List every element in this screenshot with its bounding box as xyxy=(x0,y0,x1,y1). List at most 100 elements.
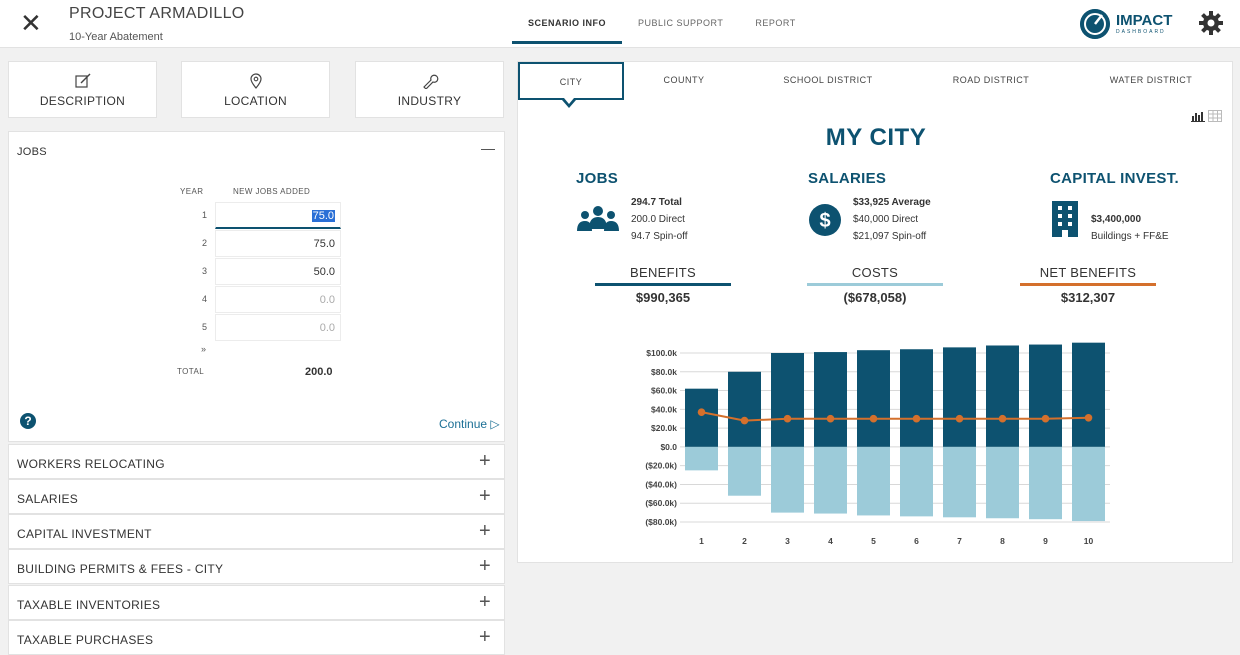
year-label: 1 xyxy=(201,210,207,220)
expand-plus-icon[interactable]: + xyxy=(479,485,491,507)
cost-bar xyxy=(900,446,933,517)
salary-average: $33,925 Average xyxy=(853,197,931,208)
benefit-bar xyxy=(1029,344,1062,447)
section-salaries[interactable]: SALARIES + xyxy=(8,479,505,514)
net-benefits-value: $312,307 xyxy=(1060,290,1116,305)
net-benefit-line xyxy=(701,411,1089,422)
impact-dashboard-logo: IMPACT DASHBOARD xyxy=(1080,8,1172,40)
y-tick-label: $80.0k xyxy=(651,367,677,377)
district-tab-county[interactable]: COUNTY xyxy=(663,75,705,85)
expand-plus-icon[interactable]: + xyxy=(479,520,491,542)
industry-button[interactable]: INDUSTRY xyxy=(355,61,504,118)
section-capital-investment[interactable]: CAPITAL INVESTMENT + xyxy=(8,514,505,549)
benefits-value: $990,365 xyxy=(635,290,691,305)
top-tabs: SCENARIO INFO PUBLIC SUPPORT REPORT xyxy=(512,0,812,44)
table-view-icon[interactable] xyxy=(1208,110,1222,122)
expand-plus-icon[interactable]: + xyxy=(479,626,491,648)
jobs-panel: JOBS YEAR NEW JOBS ADDED 1 75.0 2 75.0 3… xyxy=(8,131,505,442)
salary-direct: $40,000 Direct xyxy=(853,214,919,225)
description-button[interactable]: DESCRIPTION xyxy=(8,61,157,118)
total-label: TOTAL xyxy=(177,367,205,376)
section-workers-relocating[interactable]: WORKERS RELOCATING + xyxy=(8,444,505,479)
net-benefit-point xyxy=(740,416,749,425)
y-tick-label: ($80.0k) xyxy=(645,517,677,527)
tab-public-support[interactable]: PUBLIC SUPPORT xyxy=(638,18,724,28)
benefit-bar xyxy=(685,388,718,447)
cost-bar xyxy=(728,446,761,496)
cost-bar xyxy=(1029,446,1062,520)
capital-amount: $3,400,000 xyxy=(1091,214,1142,225)
section-taxable-inventories[interactable]: TAXABLE INVENTORIES + xyxy=(8,585,505,620)
logo-text-dashboard: DASHBOARD xyxy=(1116,29,1166,35)
costs-underline xyxy=(807,283,943,286)
active-tab-pointer xyxy=(562,100,576,108)
district-tab-road[interactable]: ROAD DISTRICT xyxy=(952,75,1030,85)
benefit-bar xyxy=(986,345,1019,447)
x-tick-label: 10 xyxy=(1084,536,1094,546)
section-taxable-purchases[interactable]: TAXABLE PURCHASES + xyxy=(8,620,505,655)
industry-label: INDUSTRY xyxy=(397,94,462,108)
gear-icon[interactable] xyxy=(1198,10,1224,36)
location-button[interactable]: LOCATION xyxy=(181,61,330,118)
district-tab-water[interactable]: WATER DISTRICT xyxy=(1109,75,1193,85)
y-tick-label: $20.0k xyxy=(651,423,677,433)
benefit-bar xyxy=(1072,342,1105,447)
jobs-input-year-5[interactable]: 0.0 xyxy=(215,314,341,341)
section-title: TAXABLE INVENTORIES xyxy=(17,598,161,612)
benefits-costs-chart: $100.0k $80.0k $60.0k $40.0k $20.0k $0.0 ($20.… xyxy=(645,342,1110,546)
jobs-metric-title: JOBS xyxy=(576,170,619,187)
net-benefit-point xyxy=(869,414,878,423)
cost-bar xyxy=(771,446,804,513)
benefit-bar xyxy=(900,349,933,447)
district-tab-school[interactable]: SCHOOL DISTRICT xyxy=(783,75,873,85)
benefit-bar xyxy=(814,352,847,447)
capital-metric-title: CAPITAL INVEST. xyxy=(1050,170,1179,187)
year-column-header: YEAR xyxy=(180,187,204,196)
year-label: 4 xyxy=(201,294,207,304)
people-icon xyxy=(577,206,619,231)
district-tab-city[interactable]: CITY xyxy=(518,62,624,100)
jobs-input-year-3[interactable]: 50.0 xyxy=(215,258,341,285)
y-tick-label: $40.0k xyxy=(651,404,677,414)
cost-bar xyxy=(857,446,890,516)
jobs-input-year-1[interactable]: 75.0 xyxy=(215,202,341,229)
help-icon[interactable]: ? xyxy=(20,413,36,429)
capital-description: Buildings + FF&E xyxy=(1091,231,1169,242)
tab-scenario-info[interactable]: SCENARIO INFO xyxy=(512,0,623,44)
section-title: WORKERS RELOCATING xyxy=(17,457,165,471)
continue-link[interactable]: Continue ▷ xyxy=(439,417,500,431)
y-tick-label: ($40.0k) xyxy=(645,479,677,489)
bar-chart-view-icon[interactable] xyxy=(1191,110,1205,122)
description-label: DESCRIPTION xyxy=(39,94,126,108)
y-tick-label: $100.0k xyxy=(646,348,677,358)
cost-bar xyxy=(685,446,718,471)
top-bar: ✕ PROJECT ARMADILLO 10-Year Abatement SC… xyxy=(0,0,1240,48)
costs-label: COSTS xyxy=(851,265,899,280)
expand-plus-icon[interactable]: + xyxy=(479,450,491,472)
total-value: 200.0 xyxy=(305,366,333,378)
net-benefits-underline xyxy=(1020,283,1156,286)
net-benefit-point xyxy=(1041,414,1050,423)
jobs-total: 294.7 Total xyxy=(631,197,682,208)
tab-report[interactable]: REPORT xyxy=(755,18,796,28)
salaries-metric-title: SALARIES xyxy=(808,170,887,187)
section-building-permits[interactable]: BUILDING PERMITS & FEES - CITY + xyxy=(8,549,505,584)
expand-plus-icon[interactable]: + xyxy=(479,555,491,577)
collapse-icon[interactable] xyxy=(481,149,495,150)
benefits-label: BENEFITS xyxy=(630,265,696,280)
jobs-section-title: JOBS xyxy=(17,146,47,158)
year-label: 2 xyxy=(201,238,207,248)
jobs-input-year-2[interactable]: 75.0 xyxy=(215,230,341,257)
net-benefit-point xyxy=(1084,413,1093,422)
jobs-input-year-4[interactable]: 0.0 xyxy=(215,286,341,313)
active-tab-pointer-inner xyxy=(564,98,574,104)
project-subtitle: 10-Year Abatement xyxy=(69,31,163,43)
expand-plus-icon[interactable]: + xyxy=(479,591,491,613)
x-tick-label: 3 xyxy=(785,536,790,546)
cost-bar xyxy=(1072,446,1105,522)
expand-more-icon[interactable]: » xyxy=(201,344,207,354)
logo-text-impact: IMPACT xyxy=(1116,12,1173,29)
close-icon[interactable]: ✕ xyxy=(20,8,42,38)
x-tick-label: 1 xyxy=(699,536,704,546)
x-tick-label: 6 xyxy=(914,536,919,546)
